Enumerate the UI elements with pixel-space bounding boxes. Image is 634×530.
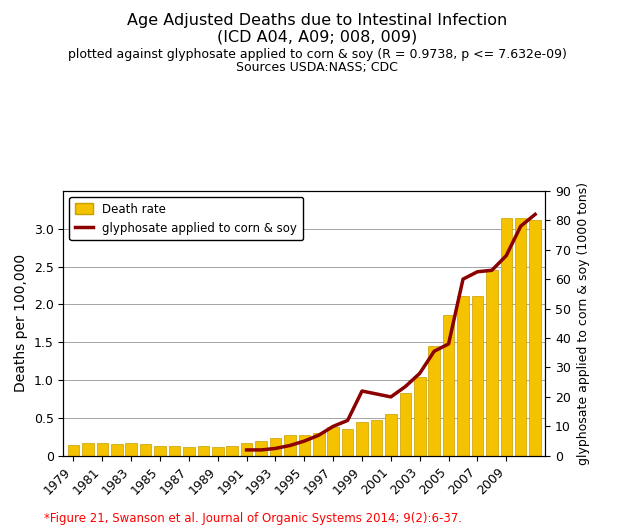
Bar xyxy=(472,296,483,456)
Bar xyxy=(154,446,166,456)
Bar xyxy=(356,422,368,456)
Bar xyxy=(457,296,469,456)
Bar xyxy=(327,427,339,456)
Text: Age Adjusted Deaths due to Intestinal Infection: Age Adjusted Deaths due to Intestinal In… xyxy=(127,13,507,28)
Bar xyxy=(385,414,397,456)
Bar xyxy=(500,218,512,456)
Bar xyxy=(169,446,180,456)
Y-axis label: Deaths per 100,000: Deaths per 100,000 xyxy=(14,254,28,392)
Bar xyxy=(111,445,122,456)
Text: *Figure 21, Swanson et al. Journal of Organic Systems 2014; 9(2):6-37.: *Figure 21, Swanson et al. Journal of Or… xyxy=(44,511,462,525)
Bar xyxy=(183,447,195,456)
Text: Sources USDA:NASS; CDC: Sources USDA:NASS; CDC xyxy=(236,61,398,74)
Bar xyxy=(429,346,440,456)
Bar xyxy=(414,377,425,456)
Bar xyxy=(140,445,152,456)
Legend: Death rate, glyphosate applied to corn & soy: Death rate, glyphosate applied to corn &… xyxy=(69,197,303,241)
Bar xyxy=(96,443,108,456)
Bar xyxy=(529,219,541,456)
Y-axis label: glyphosate applied to corn & soy (1000 tons): glyphosate applied to corn & soy (1000 t… xyxy=(576,182,590,465)
Text: plotted against glyphosate applied to corn & soy (R = 0.9738, p <= 7.632e-09): plotted against glyphosate applied to co… xyxy=(68,48,566,61)
Bar xyxy=(198,446,209,456)
Bar xyxy=(284,435,295,456)
Bar xyxy=(82,443,94,456)
Bar xyxy=(226,446,238,456)
Bar xyxy=(371,420,382,456)
Bar xyxy=(212,447,224,456)
Bar xyxy=(399,393,411,456)
Bar xyxy=(269,438,281,456)
Bar xyxy=(486,270,498,456)
Bar xyxy=(299,435,310,456)
Bar xyxy=(126,443,137,456)
Bar xyxy=(256,440,267,456)
Bar xyxy=(313,433,325,456)
Bar xyxy=(342,429,353,456)
Bar xyxy=(515,218,526,456)
Bar xyxy=(241,443,252,456)
Bar xyxy=(443,315,455,456)
Text: (ICD A04, A09; 008, 009): (ICD A04, A09; 008, 009) xyxy=(217,29,417,44)
Bar xyxy=(68,445,79,456)
